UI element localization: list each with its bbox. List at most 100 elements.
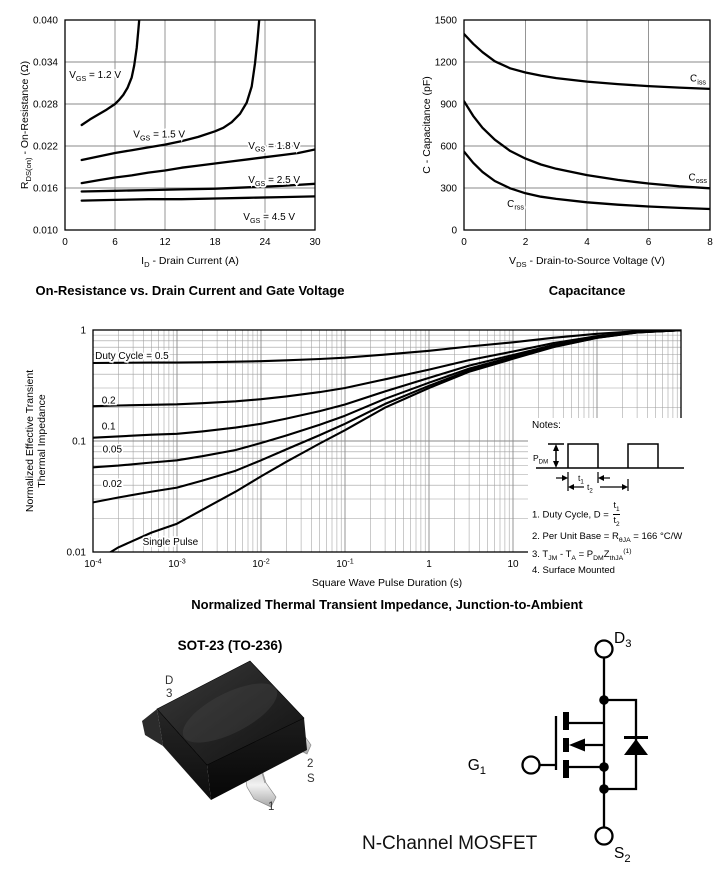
svg-text:0: 0 [451,226,457,237]
plot-border [463,19,711,231]
svg-text:0.1: 0.1 [72,437,86,448]
series-vgs-1-8-v [80,148,315,185]
pin-label-d: D [165,675,173,687]
on-resistance-caption: On-Resistance vs. Drain Current and Gate… [35,283,345,298]
mosfet-symbol [539,657,648,828]
capacitance-figure: 0 2 4 6 8 0 300 600 900 1200 1500 VDS - Drain-to-So… [368,6,720,299]
svg-text:2: 2 [523,237,529,248]
package-body-right-face [207,718,307,800]
on-resistance-figure: 0 6 12 18 24 30 0.010 0.016 0.022 0.028 0.034 0.040… [8,6,360,299]
tick-labels: 0 2 4 6 8 0 300 600 900 1200 1500 [435,16,713,249]
x-axis-title: VDS - Drain-to-Source Voltage (V) [509,255,665,269]
series-vgs-4-5-v [80,195,315,202]
pin-label-1: 1 [268,801,274,813]
svg-text:10-3: 10-3 [168,557,186,570]
svg-text:0.034: 0.034 [33,58,58,69]
body-diode-icon [624,739,648,755]
pin-label-s: S [307,773,315,785]
t2-label: t2 [587,482,593,494]
svg-text:900: 900 [440,100,457,111]
drain-terminal-label: D3 [614,630,631,650]
series-0-2 [93,330,681,408]
series-single-pulse [108,330,681,552]
svg-text:10-2: 10-2 [252,557,270,570]
svg-text:4: 4 [584,237,590,248]
curve-label: Crss [507,199,524,212]
x-axis-title: Square Wave Pulse Duration (s) [312,577,462,589]
source-terminal-label: S2 [614,845,631,865]
pdm-label: PDM [533,453,548,465]
grid [65,20,315,230]
svg-text:6: 6 [646,237,652,248]
plot-border [64,19,316,231]
mosfet-drain-bar [563,712,569,730]
mosfet-body-bar [563,738,569,752]
mosfet-schematic: D3 G1 S2 N-Channel MOSFET [362,630,648,865]
note-line: 3. TJM - TA = PDMZthJA(1) [532,547,632,562]
svg-text:8: 8 [707,237,713,248]
gate-terminal [521,755,541,775]
package-body-top-face [156,660,305,766]
series-duty-cycle-0-5 [93,330,681,365]
package-figure: SOT-23 (TO-236) [95,638,365,832]
curve-label: VGS = 1.8 V [248,141,300,154]
grid [464,20,710,230]
curve-label: Coss [689,172,708,185]
pin-label-3: 3 [166,688,172,700]
svg-text:12: 12 [159,237,171,248]
notes-title: Notes: [532,420,561,431]
schematic-figure: D3 G1 S2 N-Channel MOSFET [360,612,728,872]
drain-terminal [594,639,614,659]
svg-text:10: 10 [507,559,519,570]
series-lines [464,32,710,211]
curve-label: Single Pulse [143,537,199,548]
svg-text:0.022: 0.022 [33,142,58,153]
curve-label: Duty Cycle = 0.5 [95,351,169,362]
series-crss [464,150,710,211]
schematic-caption: N-Channel MOSFET [362,833,538,854]
package-body-left-bevel [142,709,163,746]
note-line: 4. Surface Mounted [532,565,615,577]
curve-label: VGS = 1.5 V [133,130,185,143]
svg-text:0.016: 0.016 [33,184,58,195]
curve-label: 0.05 [103,444,123,455]
y-axis-title: Normalized Effective TransientThermal Im… [24,370,48,512]
svg-text:6: 6 [112,237,118,248]
source-terminal [594,826,614,846]
series-lines [80,20,315,202]
note-line: 1. Duty Cycle, D = t1 t2 [532,499,620,528]
svg-text:18: 18 [209,237,221,248]
t1-label: t1 [578,473,584,485]
curve-label: VGS = 4.5 V [243,212,295,225]
svg-text:30: 30 [309,237,321,248]
svg-text:0: 0 [461,237,467,248]
junction-dot [599,784,609,794]
series-ciss [464,32,710,91]
svg-text:0.010: 0.010 [33,226,58,237]
arrow-left-icon [598,475,604,481]
note-line: 2. Per Unit Base = RθJA = 166 °C/W [532,530,683,544]
junction-dot [599,695,609,705]
tick-labels: 0 6 12 18 24 30 0.010 0.016 0.022 0.028 0.034 0.040 [33,16,321,249]
notes-inset: Notes: [528,418,708,579]
arrow-right-icon [562,475,568,481]
svg-text:24: 24 [259,237,271,248]
pin-label-2: 2 [307,758,313,770]
gate-terminal-label: G1 [468,757,486,777]
curve-label: 0.1 [102,422,116,433]
mosfet-body-arrow-icon [569,738,585,752]
curve-label: 0.2 [102,395,116,406]
arrow-up-icon [553,444,559,451]
svg-text:0.028: 0.028 [33,100,58,111]
curve-label: VGS = 1.2 V [69,70,121,83]
arrow-down-icon [553,461,559,468]
y-axis-title: RDS(on) - On-Resistance (Ω) [19,61,33,189]
capacitance-caption: Capacitance [548,283,626,298]
svg-text:0.040: 0.040 [33,16,58,27]
thermal-impedance-figure: 10-410-310-210-111010010000.010.11Square… [8,314,720,612]
svg-text:600: 600 [440,142,457,153]
svg-text:1: 1 [426,559,432,570]
x-axis-title: ID - Drain Current (A) [141,255,239,269]
svg-text:0.01: 0.01 [67,548,87,559]
